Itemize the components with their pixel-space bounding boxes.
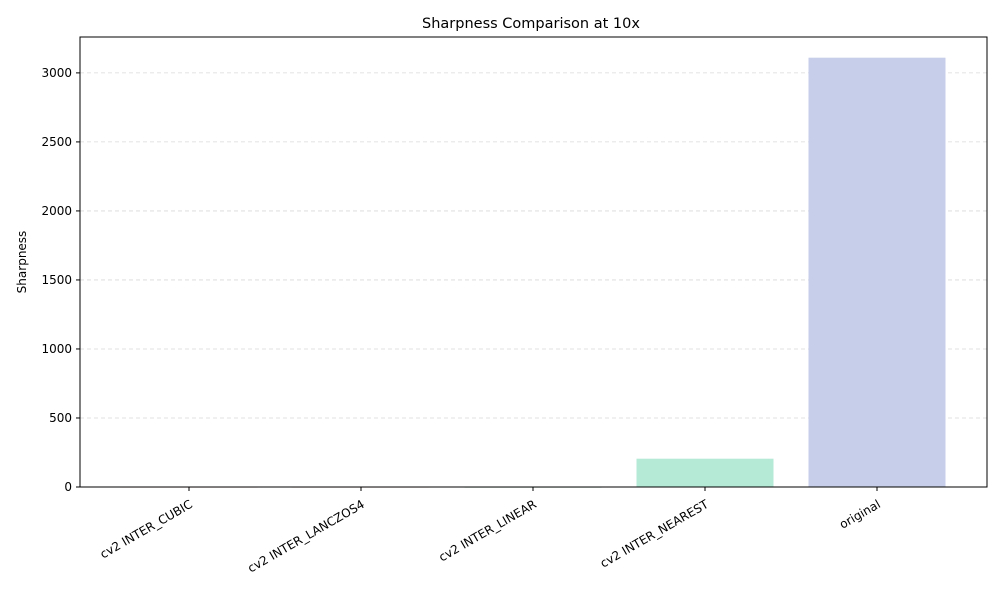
x-tick-label: original — [837, 497, 883, 532]
y-tick-label: 0 — [64, 480, 72, 494]
y-tick-label: 1000 — [41, 342, 72, 356]
y-tick-label: 2500 — [41, 135, 72, 149]
y-axis-label: Sharpness — [15, 231, 29, 294]
x-tick-label: cv2 INTER_NEAREST — [598, 497, 712, 571]
x-tick-label: cv2 INTER_CUBIC — [98, 497, 195, 561]
bar — [636, 458, 774, 487]
chart-title: Sharpness Comparison at 10x — [422, 16, 640, 32]
bar — [808, 57, 946, 488]
y-tick-label: 3000 — [41, 66, 72, 80]
x-tick-label: cv2 INTER_LANCZOS4 — [245, 497, 367, 575]
y-tick-label: 1500 — [41, 273, 72, 287]
y-tick-label: 2000 — [41, 204, 72, 218]
y-tick-label: 500 — [49, 411, 72, 425]
y-axis-ticks: 0 500 1000 1500 2000 2500 3000 — [41, 66, 80, 494]
x-axis-ticks: cv2 INTER_CUBIC cv2 INTER_LANCZOS4 cv2 INT… — [98, 487, 883, 575]
bars — [120, 57, 946, 488]
x-tick-label: cv2 INTER_LINEAR — [436, 497, 538, 564]
